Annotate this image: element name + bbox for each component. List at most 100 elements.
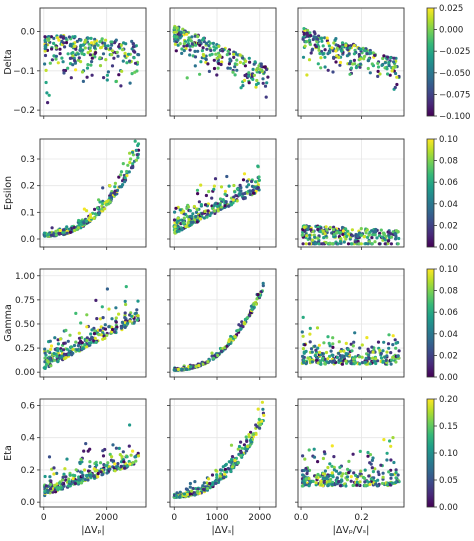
scatter-point: [245, 179, 249, 183]
scatter-point: [58, 52, 62, 56]
scatter-point: [307, 242, 311, 246]
scatter-point: [346, 348, 350, 352]
scatter-point: [188, 223, 192, 227]
scatter-point: [54, 229, 58, 233]
panel-r0-c0: −0.2 −0.1 0.0 Delta: [3, 7, 147, 119]
scatter-point: [121, 162, 125, 166]
scatter-point: [190, 489, 194, 493]
scatter-point: [330, 464, 334, 468]
colorbar-row-0: 0.025 0.000 −0.025 −0.050 −0.075 −0.100: [426, 4, 470, 122]
scatter-point: [219, 349, 224, 353]
scatter-point: [57, 486, 61, 490]
scatter-point: [339, 237, 343, 241]
scatter-point: [67, 353, 71, 357]
scatter-point: [201, 484, 205, 488]
scatter-point: [113, 181, 117, 185]
scatter-point: [100, 37, 104, 41]
scatter-point: [111, 459, 116, 463]
scatter-point: [95, 206, 100, 210]
scatter-point: [71, 51, 75, 55]
scatter-point: [215, 73, 219, 77]
scatter-point: [188, 48, 192, 52]
scatter-point: [62, 41, 66, 45]
scatter-point: [386, 342, 391, 346]
scatter-point: [302, 358, 306, 362]
scatter-point: [49, 35, 54, 39]
scatter-point: [201, 52, 205, 57]
scatter-point: [42, 231, 47, 235]
scatter-point: [122, 41, 126, 45]
y-tick-label: −0.2: [13, 106, 35, 116]
scatter-point: [186, 221, 190, 225]
scatter-point: [173, 230, 177, 234]
scatter-point: [176, 38, 180, 42]
scatter-point: [188, 209, 192, 213]
scatter-point: [129, 157, 133, 161]
scatter-point: [335, 355, 339, 359]
scatter-point: [54, 57, 58, 61]
scatter-point: [358, 362, 362, 366]
scatter-point: [235, 199, 239, 203]
axes-frame: [39, 138, 147, 248]
scatter-point: [314, 242, 318, 246]
scatter-point: [211, 206, 215, 210]
scatter-point: [195, 208, 199, 212]
scatter-point: [58, 337, 63, 341]
scatter-point: [227, 184, 231, 188]
scatter-point: [101, 316, 105, 320]
scatter-point: [42, 366, 47, 370]
scatter-point: [338, 60, 343, 65]
scatter-point: [378, 348, 382, 352]
scatter-point: [257, 175, 261, 179]
scatter-point: [119, 43, 123, 47]
scatter-point: [229, 337, 233, 341]
scatter-point: [71, 473, 75, 477]
scatter-point: [313, 235, 317, 239]
scatter-point: [134, 158, 138, 162]
scatter-point: [321, 44, 325, 48]
scatter-point: [110, 64, 115, 68]
scatter-point: [241, 178, 246, 182]
scatter-point: [113, 462, 117, 466]
scatter-point: [95, 317, 99, 321]
colorbar-tick-label: 0.02: [439, 351, 458, 361]
scatter-point: [243, 317, 247, 322]
scatter-point: [349, 66, 353, 70]
scatter-point: [43, 351, 47, 355]
panel-r1-c2: [295, 138, 405, 250]
scatter-point: [117, 45, 121, 49]
scatter-point: [131, 449, 135, 453]
scatter-point: [331, 70, 335, 74]
scatter-point: [135, 153, 139, 157]
scatter-point: [196, 35, 200, 39]
scatter-point: [243, 64, 247, 68]
scatter-point: [337, 340, 341, 344]
scatter-point: [251, 77, 255, 81]
scatter-point: [380, 481, 385, 485]
colorbar-tick-label: 0.10: [439, 135, 458, 145]
scatter-point: [134, 311, 138, 315]
scatter-point: [306, 28, 310, 33]
scatter-point: [209, 211, 213, 215]
y-axis-label: Gamma: [3, 304, 14, 342]
scatter-point: [225, 174, 229, 179]
scatter-point: [178, 36, 182, 40]
scatter-point: [86, 36, 90, 40]
scatter-point: [354, 66, 358, 70]
scatter-point: [61, 60, 65, 64]
scatter-point: [375, 236, 379, 240]
scatter-point: [93, 46, 97, 50]
scatter-point: [341, 232, 345, 236]
scatter-point: [136, 299, 140, 303]
scatter-point: [86, 51, 90, 55]
scatter-point: [221, 465, 225, 469]
scatter-point: [62, 68, 66, 73]
scatter-point: [206, 360, 210, 364]
scatter-point: [133, 61, 138, 65]
scatter-point: [92, 467, 96, 471]
scatter-point: [179, 30, 183, 34]
scatter-point: [307, 484, 311, 488]
scatter-point: [328, 344, 332, 348]
scatter-point: [184, 224, 188, 229]
scatter-point: [337, 472, 341, 476]
